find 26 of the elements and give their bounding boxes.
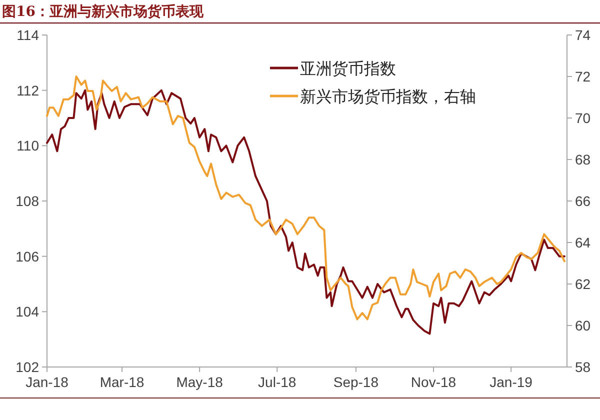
y-tick-label: 114 <box>16 27 40 43</box>
legend-label: 新兴市场货币指数，右轴 <box>300 87 476 106</box>
y-tick-label: 108 <box>16 193 40 209</box>
x-tick-label: Mar-18 <box>100 374 144 390</box>
chart-title: 图16：亚洲与新兴市场货币表现 <box>2 3 204 20</box>
y-tick-label: 104 <box>16 304 40 320</box>
x-tick-label: Sep-18 <box>333 374 379 390</box>
legend-label: 亚洲货币指数 <box>300 59 396 78</box>
y2-tick-label: 74 <box>575 27 591 43</box>
x-tick-label: May-18 <box>176 374 224 390</box>
y2-tick-label: 70 <box>575 110 591 126</box>
y-tick-label: 110 <box>16 138 40 154</box>
y2-tick-label: 68 <box>575 152 591 168</box>
y2-tick-label: 62 <box>575 276 591 292</box>
x-tick-label: Nov-18 <box>410 374 456 390</box>
y-tick-label: 112 <box>16 82 40 98</box>
y2-tick-label: 72 <box>575 68 591 84</box>
y2-tick-label: 58 <box>575 359 591 375</box>
y2-tick-label: 60 <box>575 318 591 334</box>
y2-tick-label: 66 <box>575 193 591 209</box>
x-tick-label: Jan-19 <box>490 374 533 390</box>
y-tick-label: 102 <box>16 359 40 375</box>
x-tick-label: Jul-18 <box>258 374 296 390</box>
x-tick-label: Jan-18 <box>26 374 69 390</box>
y2-tick-label: 64 <box>575 234 591 250</box>
y-tick-label: 106 <box>16 248 40 264</box>
